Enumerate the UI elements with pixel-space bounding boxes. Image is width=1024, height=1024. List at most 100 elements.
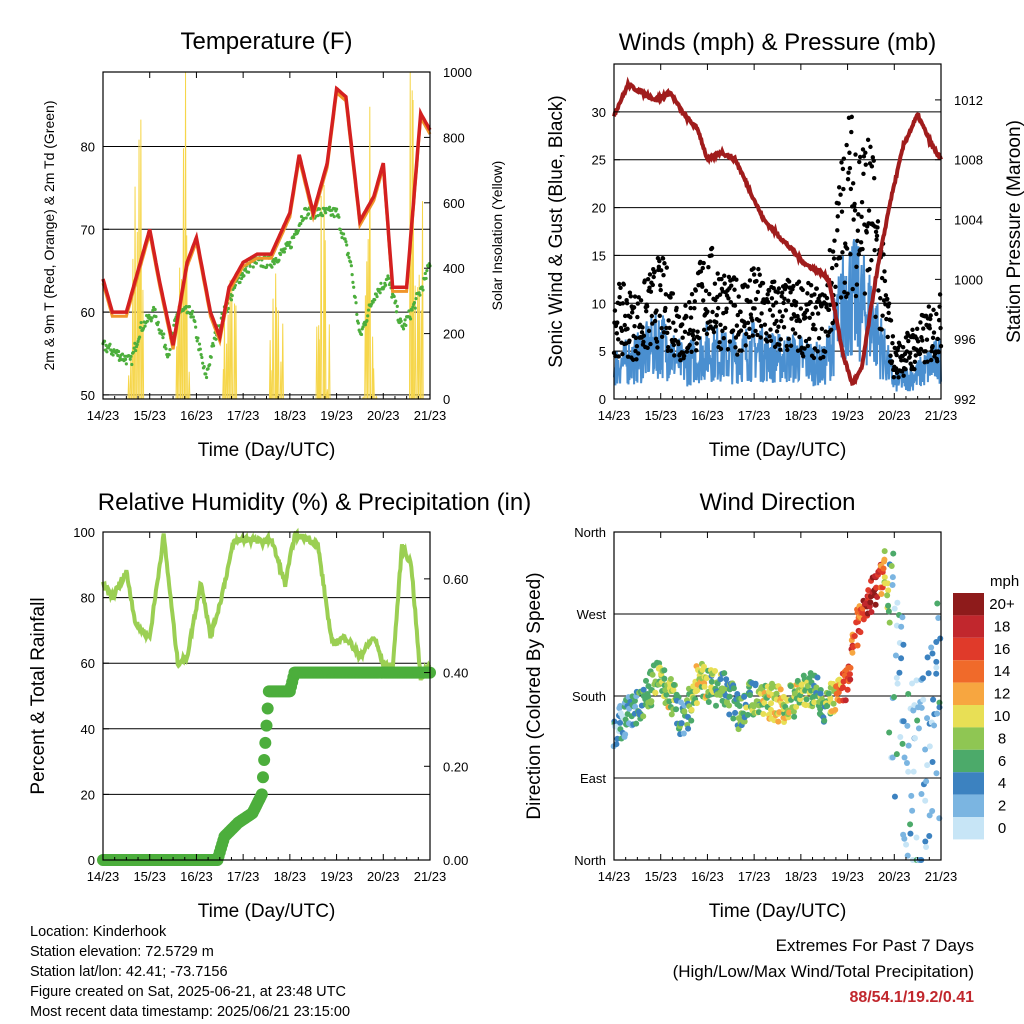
direction-point xyxy=(924,715,931,722)
gust-point xyxy=(805,291,810,296)
gust-point xyxy=(788,343,794,348)
gust-point xyxy=(771,303,776,308)
dewpoint-point xyxy=(371,300,375,304)
gust-point xyxy=(936,317,942,323)
gust-point xyxy=(921,326,926,331)
panel4-title: Wind Direction xyxy=(699,489,855,516)
direction-point xyxy=(803,696,810,703)
legend-label: 18 xyxy=(994,618,1011,635)
direction-point xyxy=(631,697,638,704)
gust-point xyxy=(762,322,768,327)
gust-point xyxy=(748,299,753,304)
dewpoint-point xyxy=(272,262,276,266)
solar-spike xyxy=(185,235,188,400)
gust-point xyxy=(729,283,734,288)
gust-point xyxy=(650,282,655,288)
gust-point xyxy=(683,303,688,308)
direction-point xyxy=(934,710,941,717)
direction-point xyxy=(668,711,675,718)
gust-point xyxy=(651,274,656,280)
gust-point xyxy=(768,327,773,332)
gust-point xyxy=(652,269,657,274)
direction-point xyxy=(830,700,837,707)
direction-point xyxy=(752,682,759,689)
direction-point xyxy=(832,706,839,713)
dewpoint-point xyxy=(116,349,121,354)
dewpoint-point xyxy=(102,339,107,343)
legend-label: 0 xyxy=(998,820,1006,837)
direction-point xyxy=(885,587,892,594)
gust-point xyxy=(890,334,896,339)
direction-point xyxy=(663,691,670,698)
direction-point xyxy=(915,725,922,732)
gust-point xyxy=(884,316,889,322)
dewpoint-point xyxy=(201,361,205,365)
direction-point xyxy=(905,742,912,749)
gust-point xyxy=(715,305,721,311)
gust-point xyxy=(712,281,718,286)
gust-point xyxy=(934,311,939,317)
gust-point xyxy=(658,287,663,293)
direction-point xyxy=(640,686,647,693)
gust-point xyxy=(734,323,740,328)
gust-point xyxy=(765,292,770,297)
solar-spike xyxy=(416,287,419,400)
panel3-ytick-right-label: 0.20 xyxy=(443,759,468,774)
gust-point xyxy=(616,281,622,287)
gust-point xyxy=(638,298,644,303)
gust-point xyxy=(879,327,884,332)
gust-point xyxy=(842,280,847,285)
gust-point xyxy=(647,272,653,277)
dewpoint-point xyxy=(346,251,350,256)
gust-point xyxy=(874,233,880,239)
solar-spike xyxy=(326,389,329,400)
direction-point xyxy=(645,693,652,700)
gust-point xyxy=(793,300,799,305)
direction-point xyxy=(613,741,620,748)
solar-spike xyxy=(271,298,275,400)
direction-point xyxy=(680,730,687,737)
direction-point xyxy=(846,671,853,678)
direction-point xyxy=(929,758,936,765)
gust-point xyxy=(835,214,840,219)
gust-point xyxy=(859,214,864,220)
legend-label: 8 xyxy=(998,730,1006,747)
gust-point xyxy=(891,375,897,380)
gust-point xyxy=(743,343,748,348)
gust-point xyxy=(645,276,651,282)
direction-point xyxy=(690,683,697,690)
dewpoint-point xyxy=(163,343,167,347)
gust-point xyxy=(662,261,667,266)
solar-spike xyxy=(319,195,323,400)
gust-point xyxy=(779,290,785,295)
gust-point xyxy=(701,260,706,266)
gust-point xyxy=(673,328,678,333)
gust-point xyxy=(694,348,699,353)
dewpoint-point xyxy=(351,280,355,284)
panel4-xlabel: Time (Day/UTC) xyxy=(709,901,847,922)
direction-point xyxy=(874,593,881,600)
gust-point xyxy=(686,331,691,336)
legend-label: 14 xyxy=(994,663,1011,680)
gust-point xyxy=(641,333,647,338)
solar-spike xyxy=(141,289,145,400)
gust-point xyxy=(739,348,744,353)
direction-point xyxy=(673,706,680,713)
direction-point xyxy=(933,770,940,777)
gust-point xyxy=(644,309,649,314)
legend-swatch xyxy=(953,593,984,616)
dewpoint-point xyxy=(343,237,347,241)
gust-point xyxy=(850,181,856,186)
dewpoint-point xyxy=(131,350,135,354)
gust-point xyxy=(813,327,818,332)
direction-point xyxy=(925,670,932,677)
direction-point xyxy=(847,664,854,671)
gust-point xyxy=(757,318,762,323)
direction-point xyxy=(703,675,710,682)
panel1-xtick-label: 17/23 xyxy=(227,408,260,423)
solar-spike xyxy=(328,324,331,400)
gust-point xyxy=(875,225,880,230)
direction-point xyxy=(905,768,912,775)
direction-point xyxy=(730,715,737,722)
gust-point xyxy=(857,159,862,165)
